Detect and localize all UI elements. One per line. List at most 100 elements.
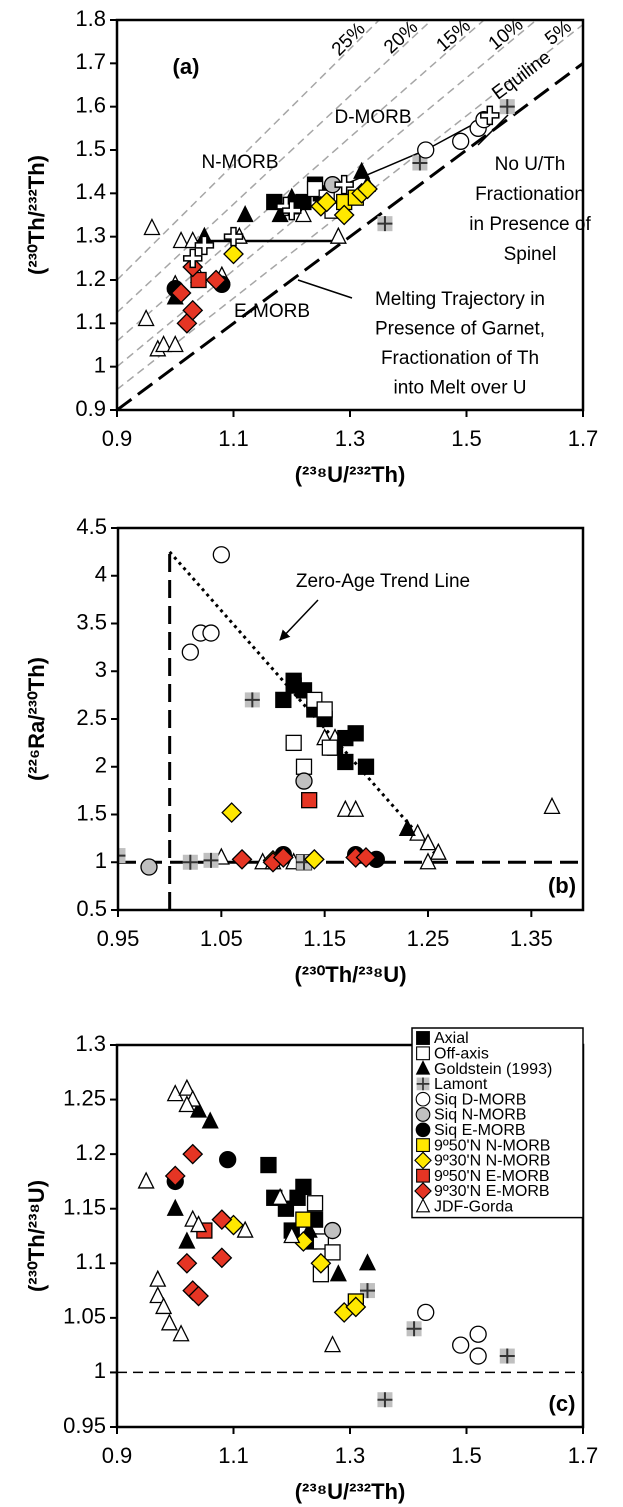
fractionation-label: 5% (541, 16, 576, 50)
marker-plus-square-plus (499, 1348, 515, 1364)
marker-diamond (357, 178, 378, 200)
x-axis-title: (²³⁰Th/²³⁸U) (294, 962, 406, 987)
marker-triangle (155, 335, 173, 353)
legend-box (411, 1027, 584, 1219)
marker-circle (140, 858, 158, 876)
legend-label: 9º30'N E-MORB (434, 1183, 550, 1200)
marker-cross (276, 196, 296, 217)
marker-diamond (414, 1151, 432, 1170)
panel-label: (a) (173, 54, 200, 79)
y-tick-label: 4 (95, 562, 107, 587)
marker-cross (334, 174, 354, 195)
marker-plus-square-plus (377, 1392, 393, 1408)
legend-label: Goldstein (1993) (434, 1061, 552, 1078)
x-tick-label: 1.3 (335, 426, 366, 451)
marker-triangle (166, 335, 184, 353)
marker-triangle (419, 833, 437, 851)
y-axis-title: (²²⁶Ra/²³⁰Th) (24, 657, 49, 781)
y-tick-label: 1.2 (75, 266, 106, 291)
y-tick-label: 1.1 (75, 1249, 106, 1274)
marker-circle (469, 1325, 487, 1343)
marker-diamond (170, 282, 192, 304)
marker-diamond (205, 269, 227, 291)
x-tick-label: 0.9 (102, 1443, 133, 1468)
marker-square (285, 734, 302, 752)
marker-circle (452, 1336, 470, 1354)
plot-area (118, 546, 583, 910)
y-tick-label: 1.25 (63, 1085, 106, 1110)
x-tick-label: 1.25 (407, 926, 450, 951)
y-tick-label: 1.3 (75, 222, 106, 247)
marker-cross (480, 105, 500, 126)
marker-diamond (223, 243, 244, 265)
panel: 0.9 1 1.1 1.2 1.3 1.4 1.5 1.6 1.7 1.8 0.9 1.1 1.3 1.5… (24, 6, 598, 487)
annotation: No U/Th (495, 154, 566, 175)
marker-triangle (189, 1215, 208, 1233)
y-tick-label: 1.5 (75, 136, 106, 161)
y-axis-title: (²³⁰Th/²³²Th) (24, 155, 49, 275)
marker-plus-square-plus (203, 852, 219, 868)
marker-circle (469, 1347, 487, 1365)
annotation: Presence of Garnet, (375, 319, 545, 340)
marker-triangle (166, 1084, 184, 1102)
marker-square (306, 1195, 324, 1212)
y-tick-label: 0.5 (76, 896, 107, 921)
marker-triangle (137, 1171, 155, 1189)
marker-triangle (155, 1296, 173, 1315)
fractionation-line (117, 20, 433, 314)
legend-label: JDF-Gorda (434, 1199, 513, 1216)
reference-line (168, 550, 440, 859)
marker-circle (417, 1303, 435, 1322)
marker-diamond (211, 1247, 233, 1269)
marker-cross (282, 200, 302, 221)
marker-plus-square-plus (359, 1283, 375, 1299)
marker-triangle (429, 842, 447, 860)
marker-square (357, 758, 375, 775)
marker-triangle (353, 161, 371, 179)
marker-plus-square-plus (412, 155, 428, 171)
plot-area (117, 1078, 583, 1408)
marker-diamond (221, 802, 243, 824)
marker-circle (323, 1221, 342, 1240)
marker-circle (202, 624, 220, 642)
marker-plus-square (499, 1348, 515, 1364)
marker-triangle (329, 1264, 347, 1282)
marker-circle (181, 643, 199, 661)
marker-triangle (419, 852, 437, 870)
marker-circle (415, 1107, 431, 1122)
reference-line (117, 61, 583, 410)
marker-plus-square-plus (377, 216, 393, 232)
marker-triangle (143, 218, 161, 236)
fractionation-label: 25% (328, 18, 370, 60)
marker-diamond (333, 204, 355, 226)
marker-triangle (283, 1226, 301, 1244)
marker-plus-square (416, 1077, 430, 1091)
y-tick-label: 1.7 (75, 49, 106, 74)
y-axis-title: (²³⁰Th/²³⁸U) (24, 1180, 49, 1292)
y-tick-label: 1.5 (76, 800, 107, 825)
y-tick-label: 1.8 (75, 6, 106, 31)
x-tick-label: 1.5 (451, 1443, 482, 1468)
panel: 0.5 1 1.5 2 2.5 3 3.5 4 4.5 0.95 1.05 1.15 1.25 1.35 (… (24, 514, 585, 987)
marker-triangle (137, 309, 155, 327)
marker-triangle (347, 799, 365, 817)
marker-diamond (272, 847, 294, 868)
marker-triangle (336, 799, 354, 817)
legend-label: 9º50'N E-MORB (434, 1168, 550, 1185)
legend-label: 9º30'N N-MORB (434, 1153, 550, 1170)
marker-triangle (166, 1198, 184, 1216)
panel: 0.95 1 1.05 1.1 1.15 1.2 1.25 1.3 0.9 1.1 1.3 1.5 1.… (24, 1027, 598, 1504)
annotation: into Melt over U (393, 378, 526, 399)
marker-square (316, 701, 333, 718)
marker-square (347, 725, 364, 742)
legend-label: Off-axis (434, 1046, 489, 1063)
y-tick-label: 2 (95, 753, 107, 778)
y-tick-label: 1 (95, 848, 107, 873)
marker-square (301, 792, 318, 809)
marker-square (416, 1168, 430, 1183)
x-tick-label: 1.35 (510, 926, 553, 951)
annotation: Spinel (504, 244, 557, 265)
y-tick-label: 1 (94, 352, 106, 377)
marker-plus-square (377, 1392, 393, 1408)
